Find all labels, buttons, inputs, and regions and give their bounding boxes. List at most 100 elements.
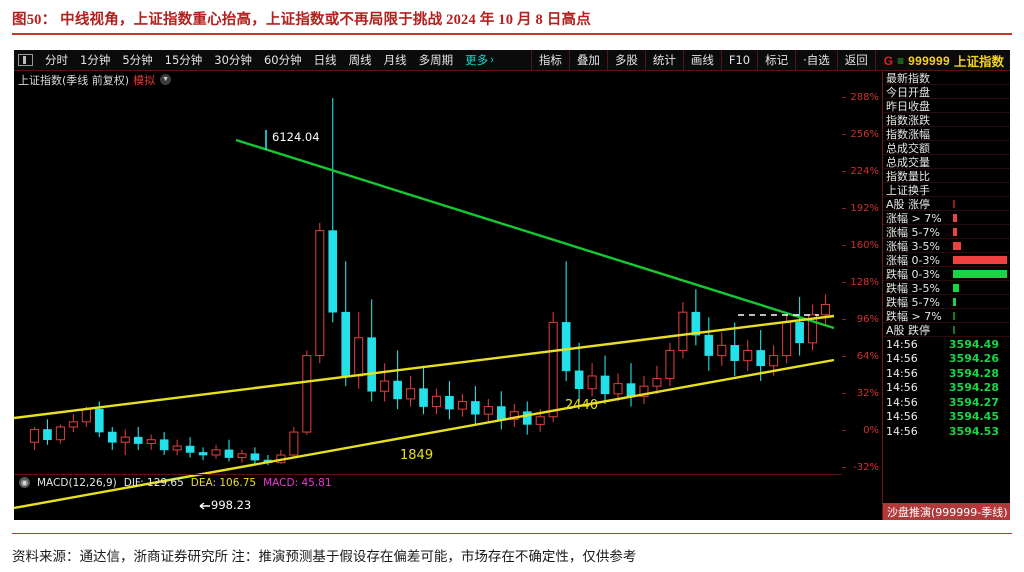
macd-settings-icon[interactable]: ◉ [19,477,30,488]
quote-field-label: 总成交额 [886,141,930,155]
candle-body [107,431,117,443]
period-15min[interactable]: 15分钟 [164,52,203,67]
distribution-bar [953,269,1007,278]
period-daily[interactable]: 日线 [313,52,337,67]
btn-mark[interactable]: 标记 [757,50,795,71]
tick-price: 3594.27 [948,395,999,409]
candle-body [185,445,195,453]
chevron-right-icon[interactable]: › [490,54,494,66]
btn-drawline[interactable]: 画线 [682,50,721,71]
axis-label-256: 256% [850,129,879,140]
source-note: 资料来源：通达信，浙商证券研究所 注：推演预测基于假设存在偏差可能，市场存在不确… [12,549,637,564]
axis-label-192: 192% [850,203,879,214]
tick-time: 14:56 [886,366,918,380]
btn-watchlist[interactable]: ·自选 [795,50,837,71]
period-monthly[interactable]: 月线 [383,52,407,67]
candle-body [795,322,804,344]
candle-body [341,311,351,377]
quote-header[interactable]: G ≡ 999999 上证指数 [874,50,1010,71]
distribution-row: 涨幅 0-3% [883,253,1010,267]
axis-label-64: 64% [856,351,879,362]
candle-body [211,449,221,456]
distribution-bar-cell [951,197,1010,211]
quote-field-label: 昨日收盘 [886,99,930,113]
candle-body [146,439,156,445]
quote-field-row: 上证换手 [883,183,1010,197]
tick-time: 14:56 [886,352,918,366]
annotation-low-1849: 1849 [400,448,434,463]
distribution-row: 涨幅 5-7% [883,225,1010,239]
tick-time: 14:56 [886,424,918,438]
distribution-label: 涨幅 0-3% [886,253,940,267]
distribution-bar-cell [951,211,1010,225]
quote-field-label: 上证换手 [886,183,930,197]
distribution-bar [953,227,957,236]
distribution-label: 涨幅 5-7% [886,225,940,239]
candle-body [43,429,52,440]
candle-body [600,375,610,395]
candle-body [354,337,364,377]
macd-name: MACD(12,26,9) [37,476,117,489]
distribution-bar-cell [951,309,1010,323]
quote-field-row: 指数涨幅 [883,127,1010,141]
period-5min[interactable]: 5分钟 [122,52,153,67]
btn-indicator[interactable]: 指标 [530,50,569,71]
distribution-row: 跌幅 > 7% [883,309,1010,323]
macd-indicator-bar[interactable]: ◉ MACD(12,26,9) DIF: 129.65 DEA: 106.75 … [14,474,842,490]
btn-multistock[interactable]: 多股 [606,50,645,71]
low-marker-arrow [199,502,210,510]
candlestick-chart[interactable]: 6124.04 998.23 1849 2440 [14,88,842,520]
panel-layout-icon[interactable] [18,54,33,66]
axis-label-128: 128% [850,277,879,288]
candle-body [419,388,428,407]
distribution-bar [953,297,956,306]
candle-body [587,375,597,390]
candle-body [237,453,247,459]
distribution-row: 涨幅 3-5% [883,239,1010,253]
tick-time: 14:56 [886,337,918,351]
tick-row: 14:56 3594.53 [883,424,1010,439]
btn-overlay[interactable]: 叠加 [568,50,607,71]
distribution-bar [953,325,955,334]
quote-field-row: 总成交量 [883,155,1010,169]
tick-price: 3594.49 [948,337,999,351]
period-1min[interactable]: 1分钟 [80,52,111,67]
candle-body [626,383,636,397]
caption-divider [12,33,1012,35]
distribution-bar [953,255,1007,264]
quote-field-value [951,113,1010,127]
period-60min[interactable]: 60分钟 [263,52,302,67]
candle-body [717,344,727,357]
period-30min[interactable]: 30分钟 [214,52,252,67]
distribution-row: A股 跌停 [883,323,1010,337]
btn-return[interactable]: 返回 [836,50,875,71]
period-weekly[interactable]: 周线 [348,52,372,67]
candle-body [548,321,558,418]
tick-time: 14:56 [886,395,918,409]
simulation-status-bar[interactable]: 沙盘推演(999999-季线) [883,503,1010,520]
period-fenshi[interactable]: 分时 [45,52,68,67]
chevron-down-icon[interactable]: ▼ [160,74,172,85]
candle-body [807,314,818,344]
distribution-bar [953,283,959,292]
period-multi[interactable]: 多周期 [418,52,454,67]
distribution-bar-cell [951,225,1010,239]
tick-price: 3594.53 [948,424,999,438]
chart-canvas [14,98,835,510]
candle-body [159,439,169,451]
quote-field-value [951,183,1010,197]
distribution-bar [953,241,961,250]
btn-statistics[interactable]: 统计 [644,50,683,71]
quote-name-text: 上证指数 [953,55,1004,69]
candle-body [782,321,792,357]
tick-time: 14:56 [886,381,918,395]
candle-body [743,349,753,362]
annotation-low-2440: 2440 [565,398,599,413]
distribution-bar-cell [951,323,1010,337]
quote-field-list: 最新指数 今日开盘 昨日收盘 指数涨跌 指数涨幅 总成交额 总成交量 指数量比 上证换手 [883,71,1010,197]
period-more[interactable]: 更多 [465,52,489,67]
axis-tick [842,208,846,209]
candle-body [172,445,182,451]
btn-f10[interactable]: F10 [720,50,757,71]
axis-tick [842,245,846,246]
